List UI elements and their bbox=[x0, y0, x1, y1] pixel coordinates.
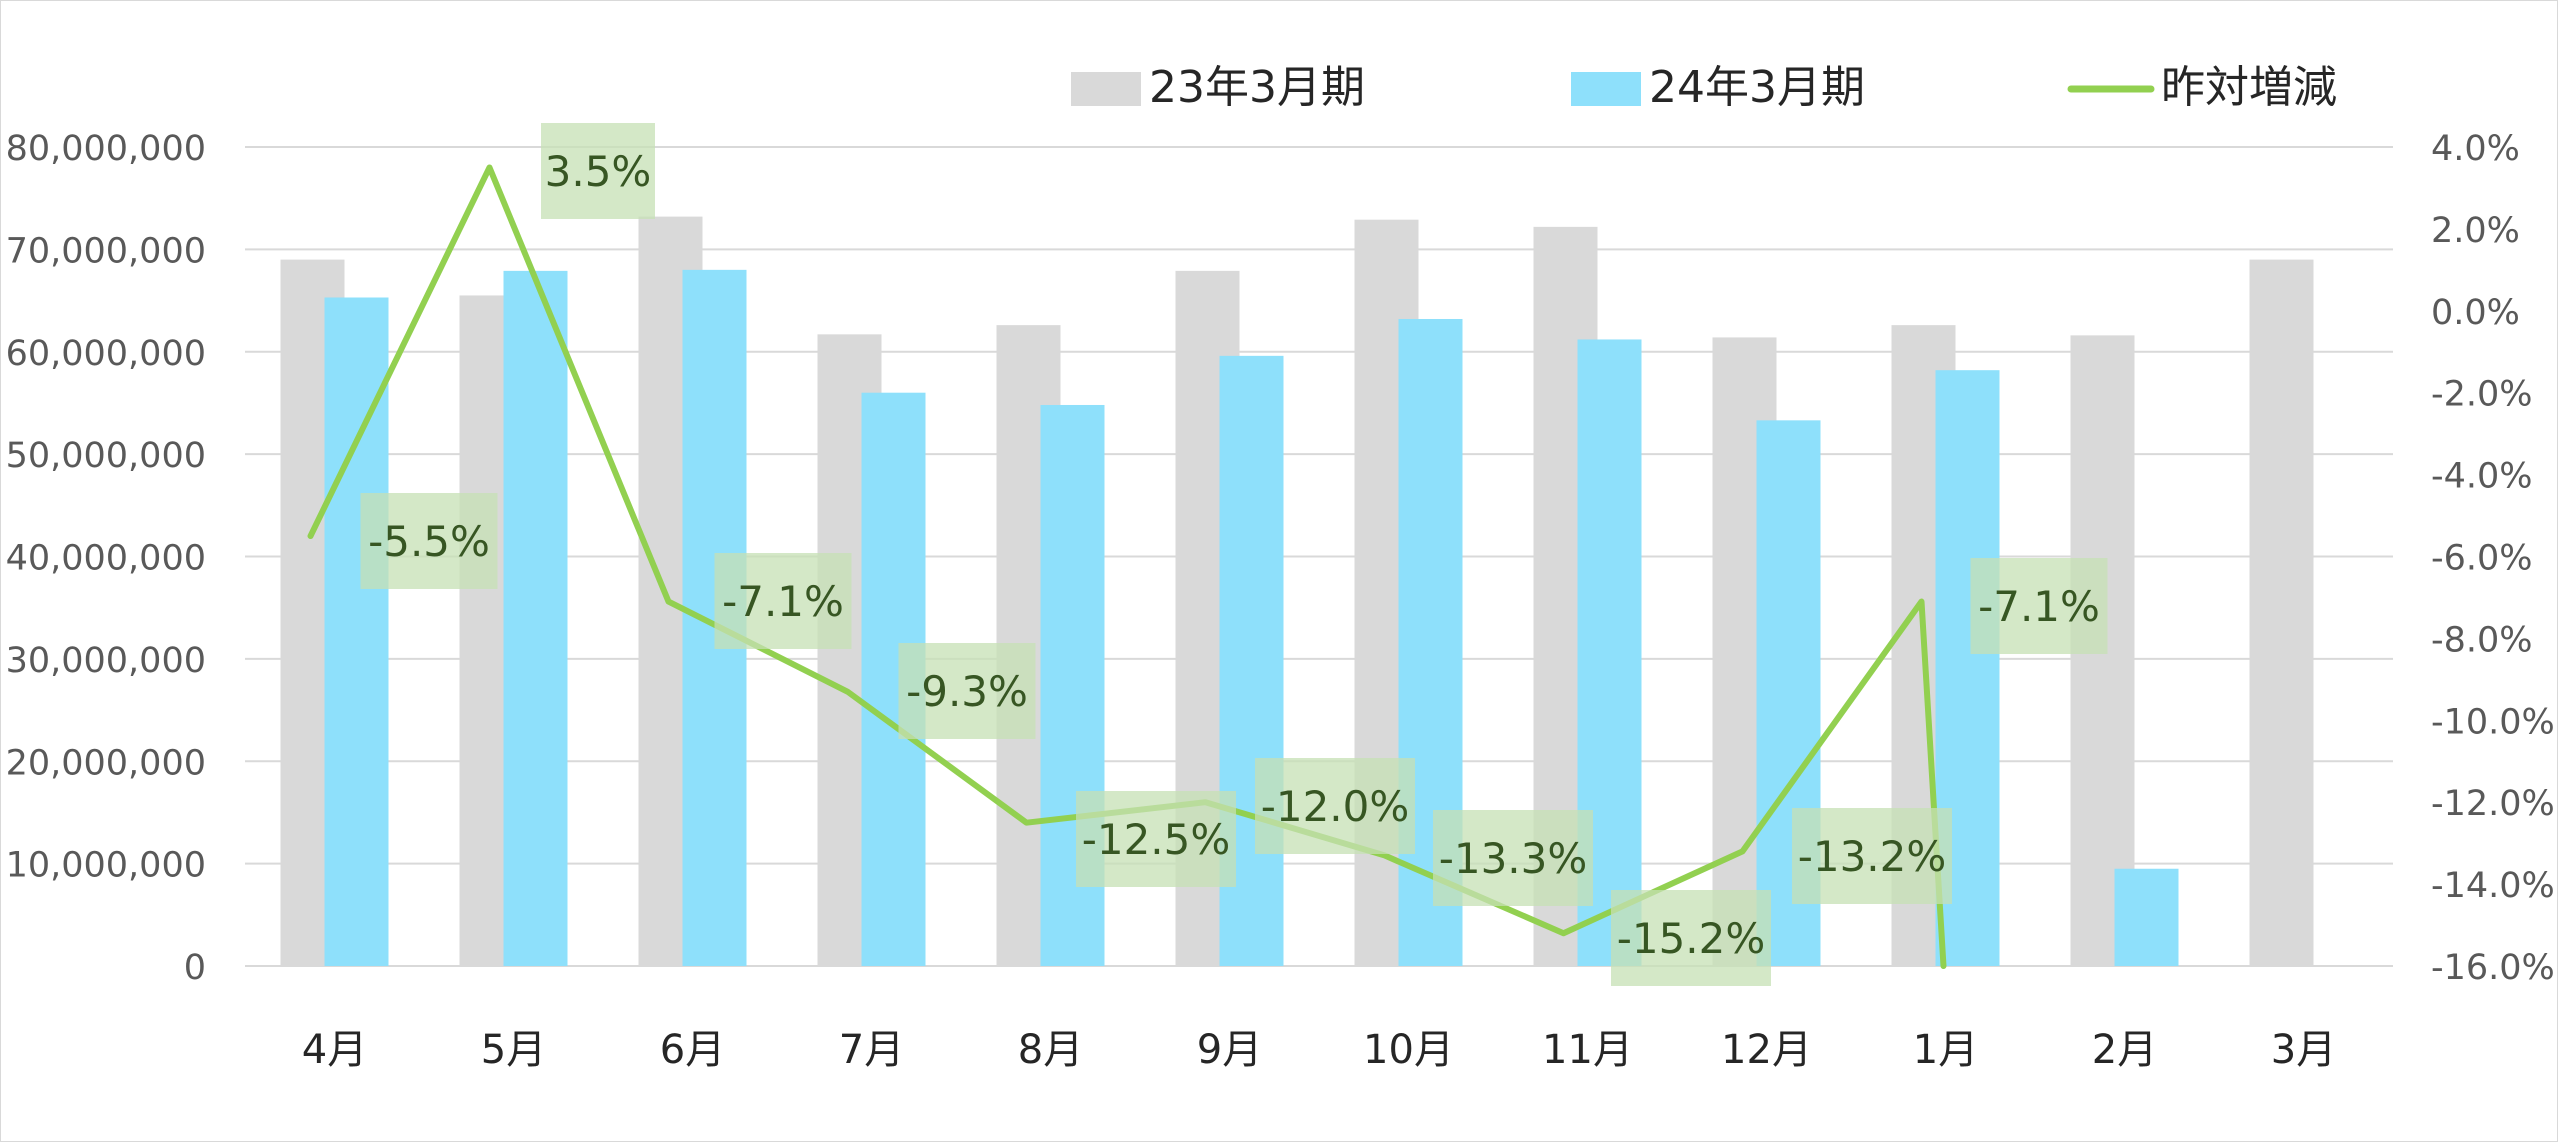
right-tick-label: 0.0% bbox=[2431, 293, 2520, 333]
left-tick-label: 50,000,000 bbox=[6, 436, 206, 476]
right-tick-label: -8.0% bbox=[2431, 620, 2533, 660]
category-label: 3月 bbox=[2271, 1027, 2336, 1073]
data-label: -9.3% bbox=[906, 667, 1028, 716]
category-label: 9月 bbox=[1197, 1027, 1262, 1073]
left-tick-label: 70,000,000 bbox=[6, 231, 206, 271]
category-axis: 4月 5月 6月 7月 8月 9月 10月 11月 12月 1月 2月 3月 bbox=[302, 1027, 2336, 1073]
category-label: 6月 bbox=[660, 1027, 725, 1073]
left-tick-label: 0 bbox=[184, 948, 206, 988]
category-label: 8月 bbox=[1018, 1027, 1083, 1073]
category-label: 10月 bbox=[1363, 1027, 1454, 1073]
right-tick-label: -12.0% bbox=[2431, 784, 2555, 824]
left-tick-label: 20,000,000 bbox=[6, 743, 206, 783]
right-tick-label: -10.0% bbox=[2431, 702, 2555, 742]
legend-swatch bbox=[1071, 72, 1141, 106]
right-axis: -16.0% -14.0% -12.0% -10.0% -8.0% -6.0% -4.0% -… bbox=[2431, 129, 2555, 988]
left-tick-label: 80,000,000 bbox=[6, 129, 206, 169]
legend-label: 昨対増減 bbox=[2161, 62, 2337, 113]
left-tick-label: 30,000,000 bbox=[6, 641, 206, 681]
right-tick-label: -4.0% bbox=[2431, 457, 2533, 497]
legend-label: 24年3月期 bbox=[1649, 62, 1865, 113]
left-tick-label: 10,000,000 bbox=[6, 846, 206, 886]
bar bbox=[504, 271, 568, 966]
data-label: -7.1% bbox=[722, 577, 844, 626]
data-label: -7.1% bbox=[1978, 582, 2100, 631]
bar bbox=[2250, 260, 2314, 966]
category-label: 4月 bbox=[302, 1027, 367, 1073]
data-label: -15.2% bbox=[1617, 914, 1766, 963]
right-tick-label: 2.0% bbox=[2431, 211, 2520, 251]
legend-swatch bbox=[1571, 72, 1641, 106]
data-label: -13.3% bbox=[1439, 834, 1588, 883]
left-tick-label: 40,000,000 bbox=[6, 539, 206, 579]
category-label: 1月 bbox=[1913, 1027, 1978, 1073]
category-label: 12月 bbox=[1721, 1027, 1812, 1073]
left-axis: 0 10,000,000 20,000,000 30,000,000 40,000,00… bbox=[6, 129, 206, 988]
right-tick-label: 4.0% bbox=[2431, 129, 2520, 169]
data-label: -12.0% bbox=[1261, 782, 1410, 831]
legend: 23年3月期 24年3月期 昨対増減 bbox=[1071, 62, 2337, 113]
bar bbox=[2115, 869, 2179, 966]
legend-label: 23年3月期 bbox=[1149, 62, 1365, 113]
data-label: 3.5% bbox=[545, 147, 652, 196]
right-tick-label: -16.0% bbox=[2431, 948, 2555, 988]
right-tick-label: -14.0% bbox=[2431, 866, 2555, 906]
data-label: -13.2% bbox=[1798, 832, 1947, 881]
category-label: 2月 bbox=[2092, 1027, 2157, 1073]
right-tick-label: -6.0% bbox=[2431, 539, 2533, 579]
left-tick-label: 60,000,000 bbox=[6, 334, 206, 374]
category-label: 11月 bbox=[1542, 1027, 1633, 1073]
right-tick-label: -2.0% bbox=[2431, 375, 2533, 415]
category-label: 5月 bbox=[481, 1027, 546, 1073]
data-label: -5.5% bbox=[368, 517, 490, 566]
data-label: -12.5% bbox=[1082, 815, 1231, 864]
category-label: 7月 bbox=[839, 1027, 904, 1073]
